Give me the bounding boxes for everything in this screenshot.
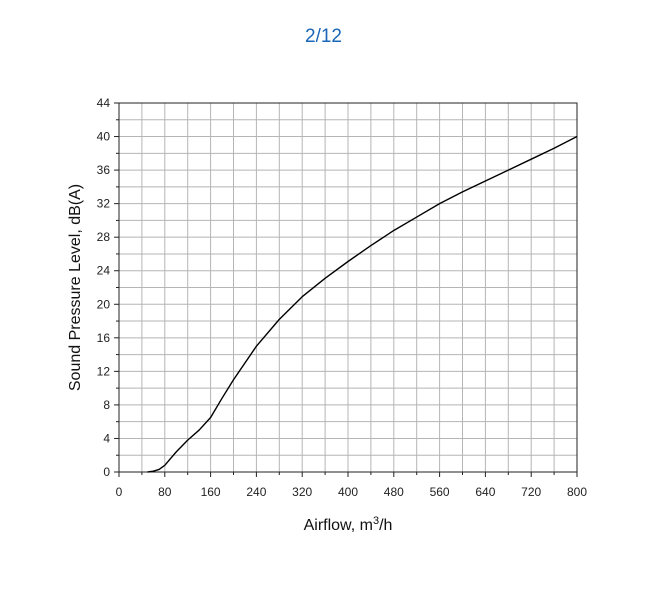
y-tick-label: 32 bbox=[97, 197, 111, 211]
x-tick-label: 80 bbox=[158, 485, 172, 499]
y-tick-label: 8 bbox=[103, 398, 110, 412]
y-tick-label: 40 bbox=[97, 130, 111, 144]
y-tick-label: 12 bbox=[97, 364, 111, 378]
y-tick-label: 20 bbox=[97, 297, 111, 311]
y-tick-label: 44 bbox=[97, 96, 111, 110]
x-tick-label: 320 bbox=[292, 485, 312, 499]
page-counter: 2/12 bbox=[305, 26, 342, 47]
y-tick-label: 28 bbox=[97, 230, 111, 244]
y-tick-label: 0 bbox=[103, 465, 110, 479]
y-tick-label: 36 bbox=[97, 163, 111, 177]
y-tick-label: 24 bbox=[97, 264, 111, 278]
y-tick-label: 4 bbox=[103, 431, 110, 445]
x-tick-label: 0 bbox=[116, 485, 123, 499]
y-axis-title: Sound Pressure Level, dB(A) bbox=[67, 184, 84, 391]
chart-grid bbox=[119, 103, 577, 472]
series-line bbox=[147, 135, 578, 473]
x-tick-label: 160 bbox=[201, 485, 221, 499]
x-tick-label: 640 bbox=[475, 485, 495, 499]
x-tick-label: 560 bbox=[430, 485, 450, 499]
x-axis-title: Airflow, m3/h bbox=[304, 515, 393, 534]
x-tick-label: 800 bbox=[567, 485, 587, 499]
x-tick-label: 720 bbox=[521, 485, 541, 499]
chart-series bbox=[147, 135, 578, 473]
x-tick-label: 480 bbox=[384, 485, 404, 499]
x-tick-label: 400 bbox=[338, 485, 358, 499]
y-tick-label: 16 bbox=[97, 331, 111, 345]
x-tick-label: 240 bbox=[246, 485, 266, 499]
chart-ticks: 0 80 160 240 320 400 480 560 640 720 800 0 4 8 12 16 20 2… bbox=[97, 96, 588, 499]
